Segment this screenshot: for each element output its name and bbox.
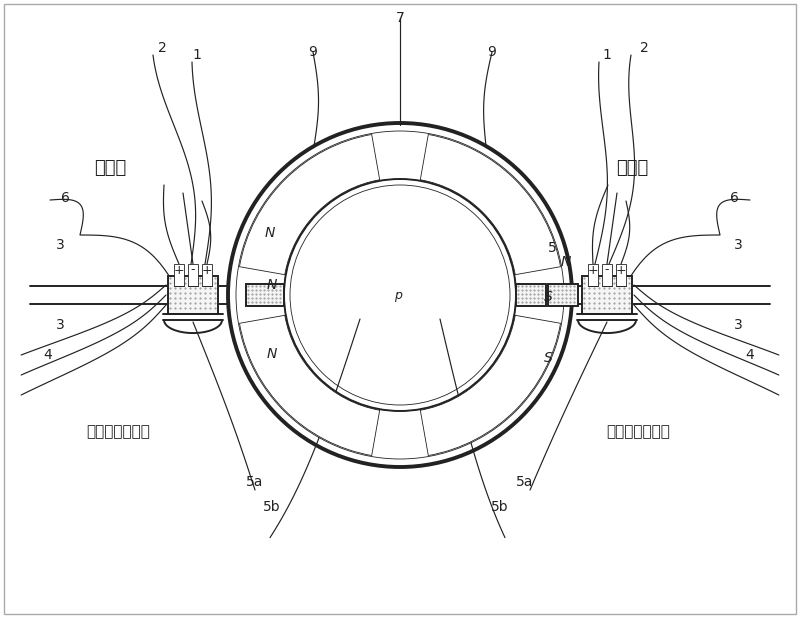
- Text: 6: 6: [730, 191, 738, 205]
- Text: 3: 3: [56, 318, 64, 332]
- Bar: [602, 264, 612, 286]
- Text: 9: 9: [487, 45, 497, 59]
- Bar: [616, 264, 626, 286]
- Text: 接电源: 接电源: [616, 159, 648, 177]
- Text: 5b: 5b: [263, 500, 281, 514]
- Text: 1: 1: [602, 48, 611, 62]
- Text: +: +: [174, 263, 184, 276]
- Text: 接定子电极线组: 接定子电极线组: [86, 425, 150, 439]
- Text: -: -: [605, 263, 610, 276]
- Text: 5a: 5a: [246, 475, 264, 489]
- Bar: [516, 284, 546, 306]
- Text: 接电源: 接电源: [94, 159, 126, 177]
- Bar: [188, 264, 198, 286]
- Text: 2: 2: [158, 41, 166, 55]
- Text: N: N: [267, 347, 277, 361]
- Wedge shape: [239, 315, 380, 455]
- Text: N: N: [561, 255, 571, 269]
- Text: 5: 5: [548, 241, 556, 255]
- Text: 3: 3: [734, 238, 742, 252]
- Bar: [168, 276, 218, 314]
- Text: -: -: [190, 263, 195, 276]
- Bar: [174, 264, 184, 286]
- Bar: [548, 284, 578, 306]
- Text: N: N: [267, 278, 277, 292]
- Text: 7: 7: [396, 11, 404, 25]
- Text: 9: 9: [309, 45, 318, 59]
- Text: 5b: 5b: [491, 500, 509, 514]
- Text: S: S: [544, 351, 552, 365]
- Text: p: p: [394, 289, 402, 302]
- Wedge shape: [420, 315, 561, 455]
- Text: 5a: 5a: [516, 475, 534, 489]
- Circle shape: [291, 186, 509, 404]
- Text: 3: 3: [56, 238, 64, 252]
- Text: 4: 4: [746, 348, 754, 362]
- Wedge shape: [420, 135, 561, 274]
- Text: S: S: [544, 290, 552, 304]
- Text: 6: 6: [61, 191, 70, 205]
- Text: 接定子电极线组: 接定子电极线组: [606, 425, 670, 439]
- Text: 3: 3: [734, 318, 742, 332]
- Bar: [588, 264, 598, 286]
- Text: N: N: [265, 226, 275, 240]
- Text: +: +: [588, 263, 598, 276]
- Bar: [246, 284, 284, 306]
- Text: 2: 2: [640, 41, 648, 55]
- Wedge shape: [239, 135, 380, 274]
- Bar: [202, 264, 212, 286]
- Text: +: +: [616, 263, 626, 276]
- Bar: [582, 276, 632, 314]
- Text: 1: 1: [193, 48, 202, 62]
- Text: 4: 4: [44, 348, 52, 362]
- Text: +: +: [202, 263, 212, 276]
